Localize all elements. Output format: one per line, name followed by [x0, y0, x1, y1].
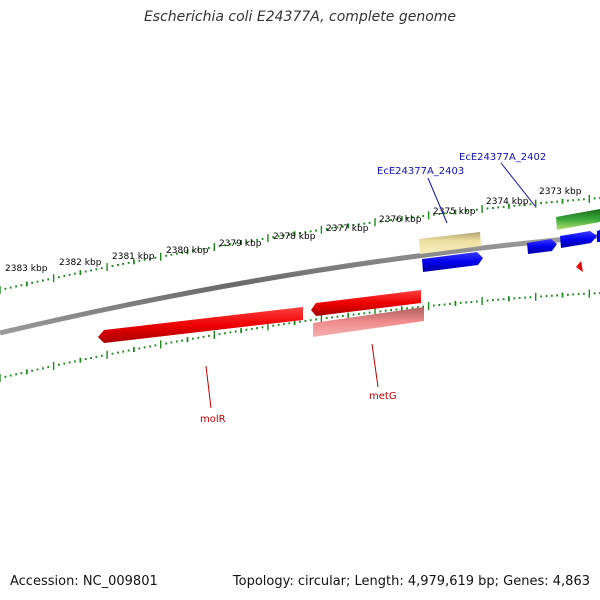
kbp-label: 2374 kbp — [486, 197, 529, 207]
gene-EcE24377A_2402-arrow[interactable] — [527, 239, 557, 254]
kbp-label: 2381 kbp — [112, 252, 155, 262]
kbp-label: 2376 kbp — [379, 215, 422, 225]
gene-EcE24377A_2403-yellow-feature[interactable] — [419, 232, 481, 254]
gene-blue-arrow-edge[interactable] — [597, 230, 600, 242]
leader-line-metG — [371, 343, 379, 388]
kbp-label: 2378 kbp — [273, 232, 316, 242]
kbp-label: 2379 kbp — [219, 239, 262, 249]
kbp-label: 2377 kbp — [326, 224, 369, 234]
leader-line-EcE24377A_2403 — [427, 177, 448, 224]
kbp-label: 2375 kbp — [433, 207, 476, 217]
gene-label-metG[interactable]: metG — [369, 391, 397, 402]
scale-ticks-lower — [0, 289, 600, 382]
kbp-label: 2383 kbp — [5, 264, 48, 274]
gene-EcE24377A_2403-arrow[interactable] — [422, 252, 483, 272]
kbp-label: 2380 kbp — [166, 246, 209, 256]
gene-metG-pink-feature[interactable] — [313, 307, 424, 337]
gene-label-EcE24377A_2402[interactable]: EcE24377A_2402 — [459, 152, 546, 163]
gene-metG-arrow[interactable] — [311, 290, 421, 316]
leader-line-EcE24377A_2402 — [500, 162, 536, 207]
small-red-marker[interactable] — [576, 261, 583, 272]
genome-title: Escherichia coli E24377A, complete genom… — [143, 9, 457, 25]
gene-label-molR[interactable]: molR — [200, 414, 226, 425]
gene-blue-arrow-right[interactable] — [560, 231, 597, 248]
gene-label-EcE24377A_2403[interactable]: EcE24377A_2403 — [377, 166, 464, 177]
scale-ticks-upper — [0, 194, 600, 294]
genome-backbone — [0, 233, 600, 336]
leader-line-molR — [205, 365, 212, 409]
gene-molR-arrow[interactable] — [98, 307, 303, 343]
kbp-label: 2382 kbp — [59, 258, 102, 268]
accession-text: Accession: NC_009801 — [10, 574, 158, 589]
kbp-label: 2373 kbp — [539, 187, 582, 197]
kbp-scale-labels: 2383 kbp 2382 kbp 2381 kbp 2380 kbp 2379… — [5, 187, 582, 274]
gene-green-feature[interactable] — [556, 209, 600, 230]
genome-summary-text: Topology: circular; Length: 4,979,619 bp… — [232, 574, 590, 589]
